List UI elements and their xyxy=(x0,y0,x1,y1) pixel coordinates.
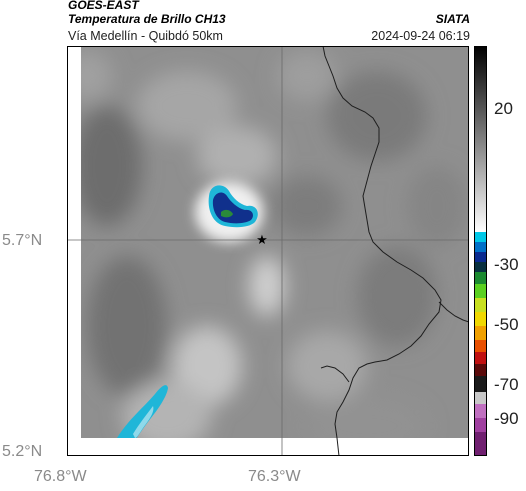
colorbar-label: -90 xyxy=(494,409,519,428)
colorbar-label: -30 xyxy=(494,255,519,274)
convective-cell xyxy=(208,185,258,228)
cold-cloud-band xyxy=(117,385,168,446)
colorbar-label: -50 xyxy=(494,315,519,334)
product-title: Temperatura de Brillo CH13 xyxy=(68,12,226,26)
no-data-strip xyxy=(67,438,469,456)
lon-tick: 76.8°W xyxy=(34,468,87,485)
department-border xyxy=(320,365,350,383)
department-border xyxy=(438,301,469,323)
cloud-texture xyxy=(67,51,467,456)
satellite-label: GOES-EAST xyxy=(68,0,139,12)
source-label: SIATA xyxy=(435,12,470,26)
map-frame xyxy=(67,46,469,456)
colorbar xyxy=(474,46,487,456)
star-icon: ★ xyxy=(256,233,268,248)
colorbar-label: -70 xyxy=(494,375,519,394)
area-label: Vía Medellín - Quibdó 50km xyxy=(68,29,223,43)
lat-tick: 5.2°N xyxy=(2,443,43,460)
no-data-left xyxy=(67,46,81,438)
colorbar-label: 20 xyxy=(494,99,513,118)
lat-tick: 5.7°N xyxy=(2,232,43,249)
satellite-map: ★ xyxy=(67,46,469,456)
lon-tick: 76.3°W xyxy=(248,468,301,485)
datetime-label: 2024-09-24 06:19 xyxy=(371,29,470,43)
department-border xyxy=(322,46,442,456)
